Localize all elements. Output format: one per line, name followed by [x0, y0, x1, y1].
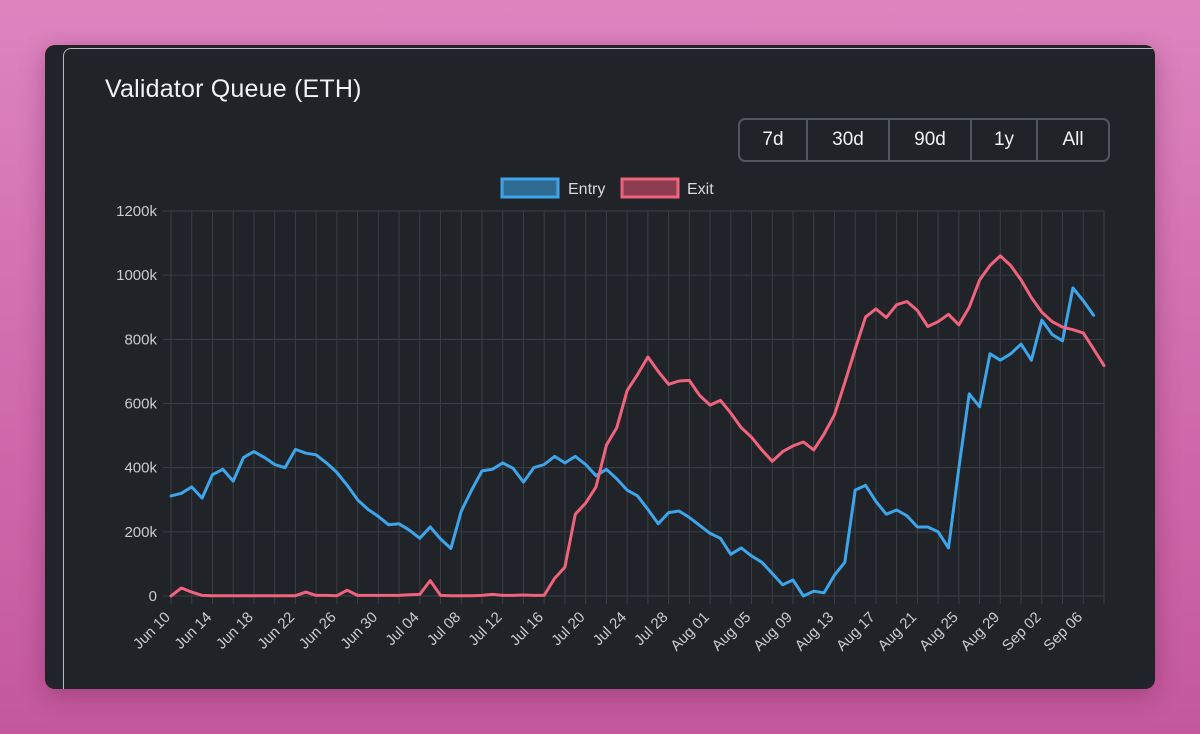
series-line-entry: [169, 286, 1096, 598]
x-tick-label: Jul 08: [424, 609, 464, 649]
x-tick-label: Aug 05: [709, 609, 755, 655]
x-tick-label: Jul 12: [465, 609, 505, 649]
range-1y-button[interactable]: 1y: [972, 120, 1038, 160]
chart-card: Validator Queue (ETH) 7d 30d 90d 1y All …: [45, 45, 1155, 689]
range-30d-button[interactable]: 30d: [808, 120, 890, 160]
y-tick-label: 1000k: [116, 267, 157, 284]
x-tick-label: Sep 02: [999, 609, 1045, 655]
y-tick-label: 800k: [124, 331, 157, 348]
legend-label-exit: Exit: [687, 181, 714, 198]
y-tick-label: 200k: [124, 524, 157, 541]
legend-item-exit[interactable]: Exit: [620, 177, 714, 199]
x-tick-label: Aug 17: [833, 609, 879, 655]
time-range-selector: 7d 30d 90d 1y All: [738, 118, 1110, 162]
x-tick-label: Jun 14: [171, 609, 215, 653]
range-7d-button[interactable]: 7d: [740, 120, 808, 160]
x-tick-label: Aug 09: [750, 609, 796, 655]
x-tick-label: Aug 25: [916, 609, 962, 655]
legend-swatch-entry: [500, 177, 560, 199]
chart-grid: [163, 210, 1105, 604]
legend-swatch-exit: [620, 177, 680, 199]
x-tick-label: Jun 18: [213, 609, 257, 653]
y-tick-label: 400k: [124, 460, 157, 477]
x-tick-label: Aug 01: [667, 609, 713, 655]
chart-series: [169, 254, 1106, 598]
series-line-exit: [169, 254, 1106, 598]
range-90d-button[interactable]: 90d: [890, 120, 972, 160]
x-tick-label: Jun 22: [254, 609, 298, 653]
x-tick-label: Jul 20: [548, 609, 588, 649]
x-tick-label: Jul 04: [382, 609, 422, 649]
x-tick-label: Jun 30: [337, 609, 381, 653]
y-tick-label: 0: [149, 588, 157, 605]
x-tick-label: Jul 16: [507, 609, 547, 649]
x-tick-label: Aug 21: [875, 609, 921, 655]
x-tick-label: Jul 24: [590, 609, 630, 649]
x-tick-label: Aug 29: [958, 609, 1004, 655]
range-all-button[interactable]: All: [1038, 120, 1108, 160]
y-tick-label: 600k: [124, 396, 157, 413]
y-tick-label: 1200k: [116, 203, 157, 220]
legend-label-entry: Entry: [568, 181, 605, 198]
x-tick-label: Jun 10: [130, 609, 174, 653]
chart-legend: Entry Exit: [500, 177, 714, 199]
x-tick-label: Jul 28: [631, 609, 671, 649]
legend-item-entry[interactable]: Entry: [500, 177, 605, 199]
x-tick-label: Jun 26: [296, 609, 340, 653]
chart-title: Validator Queue (ETH): [105, 75, 362, 103]
x-tick-label: Sep 06: [1040, 609, 1086, 655]
x-tick-label: Aug 13: [792, 609, 838, 655]
